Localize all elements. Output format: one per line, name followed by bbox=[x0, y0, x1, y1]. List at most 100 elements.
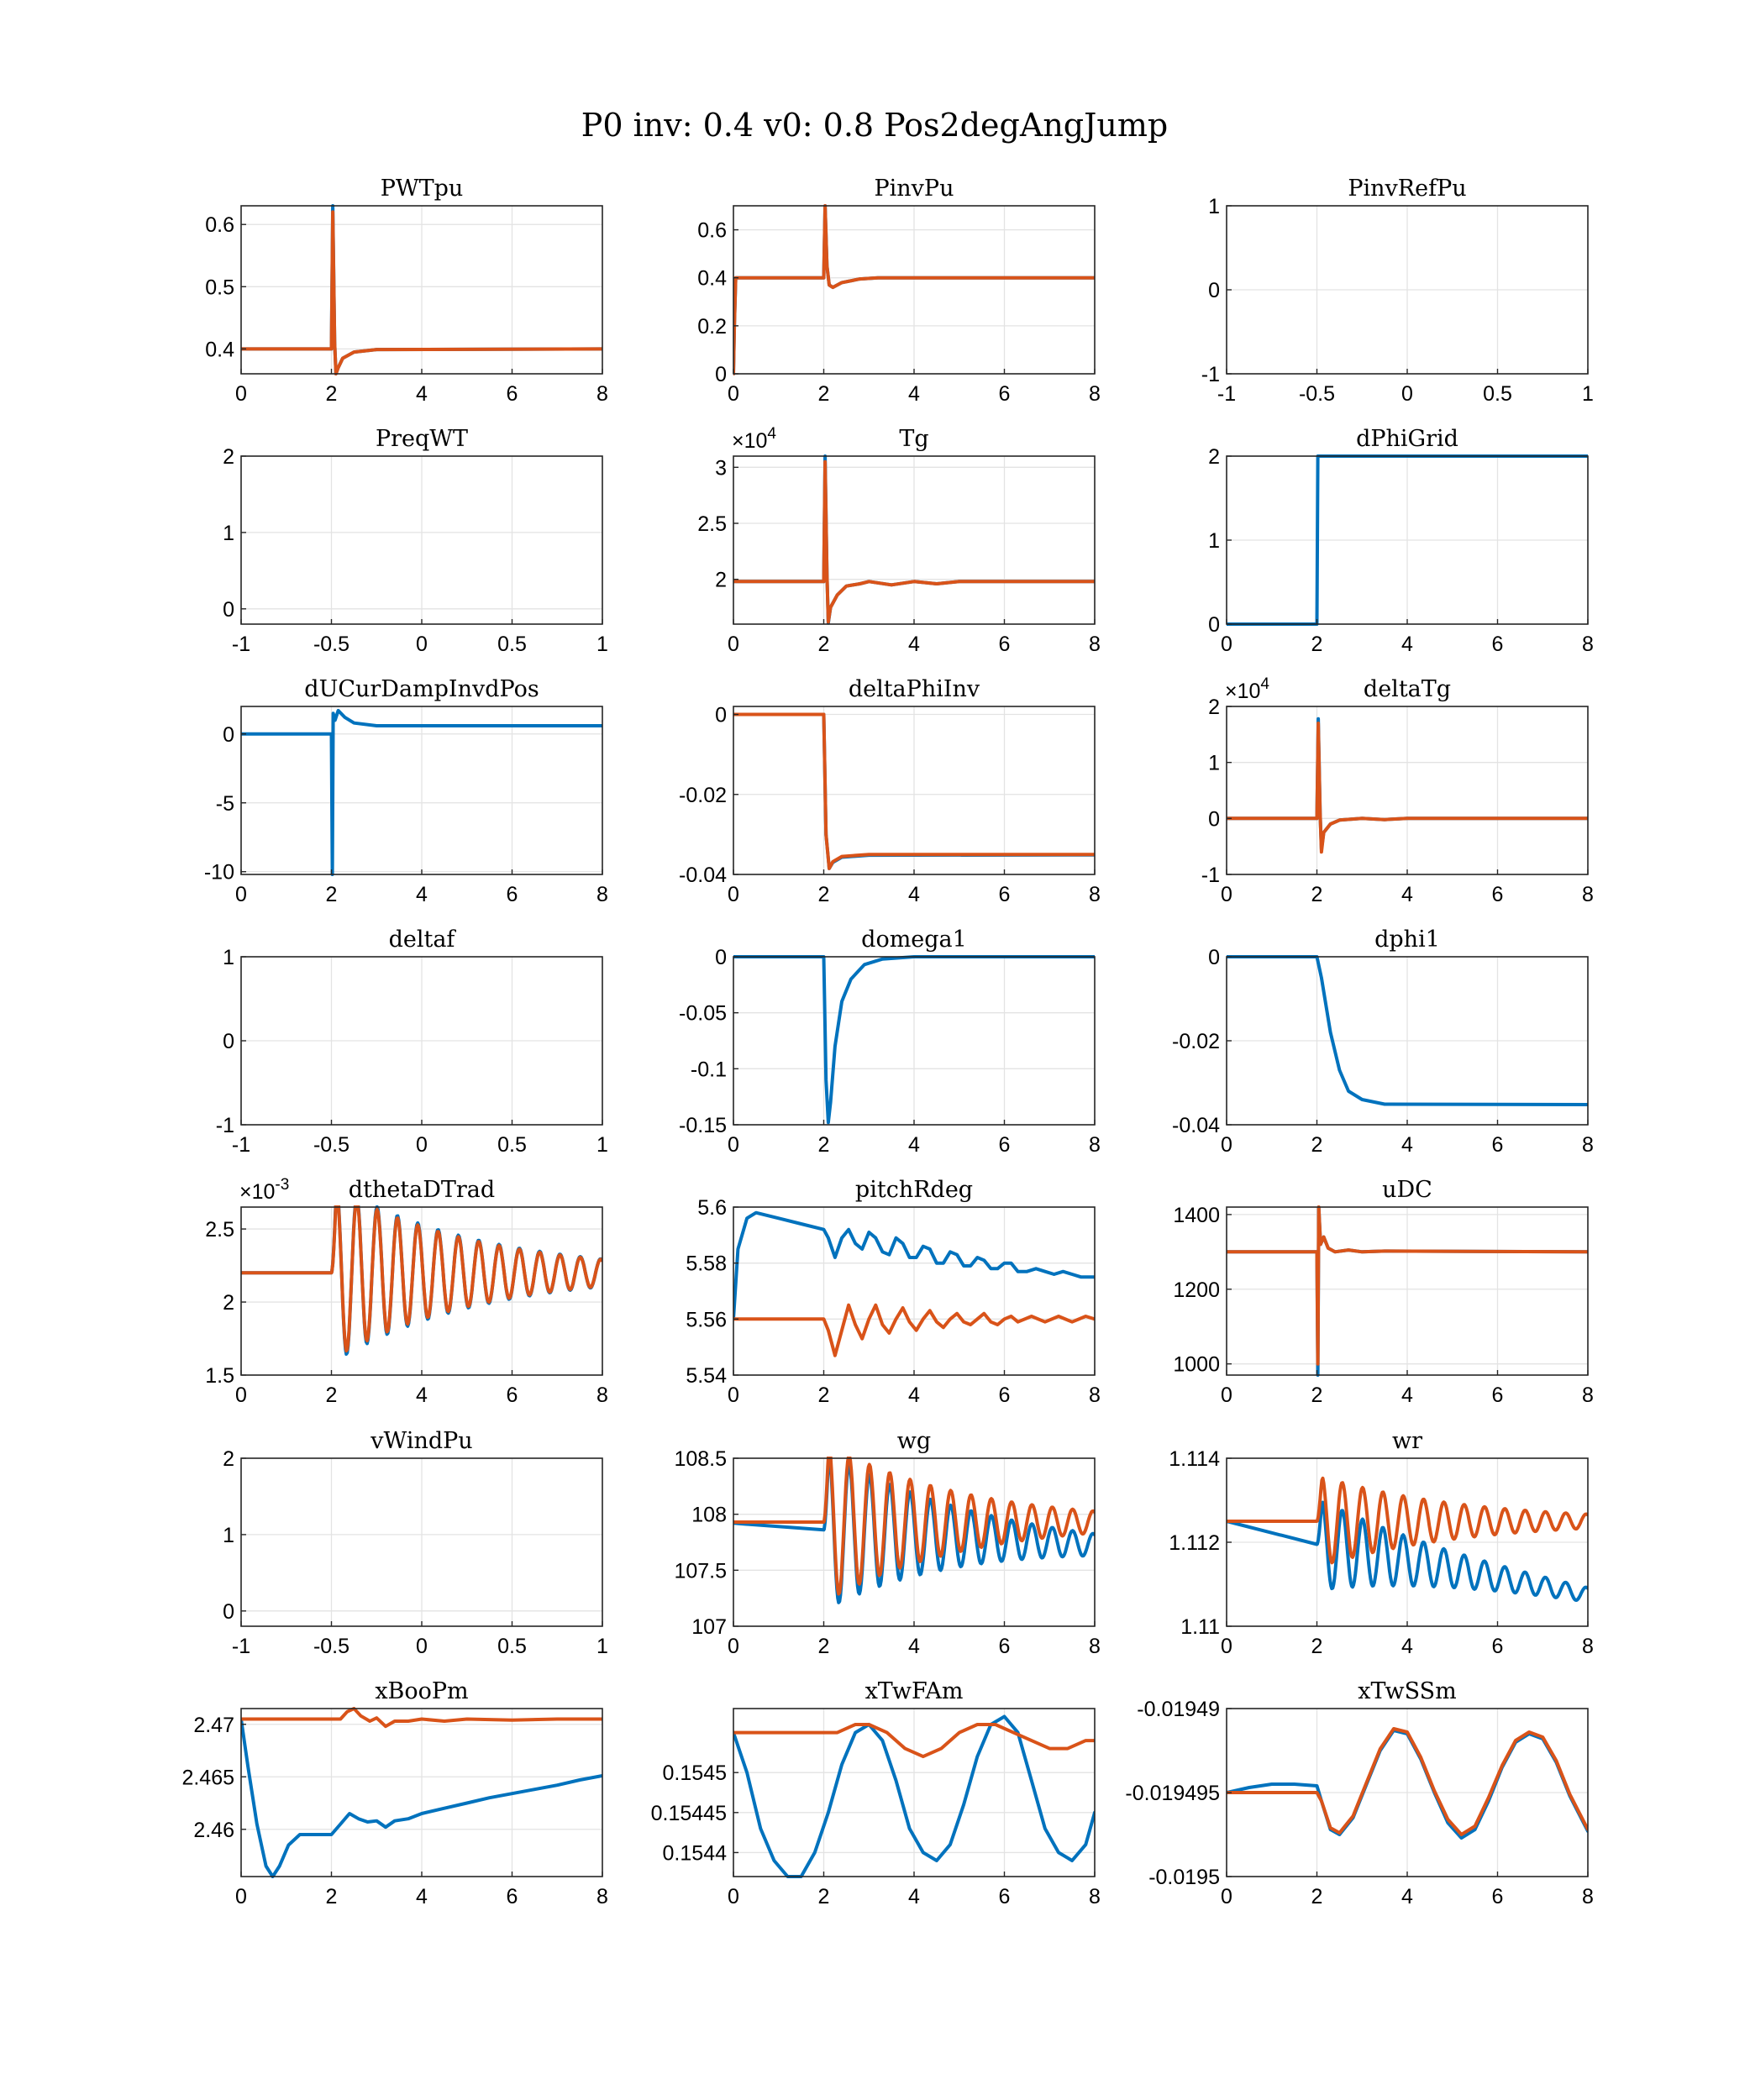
x-tick-label: 4 bbox=[1401, 1383, 1413, 1407]
x-tick-label: 6 bbox=[999, 1885, 1011, 1908]
x-tick-label: 2 bbox=[326, 382, 338, 406]
series-group bbox=[733, 204, 1095, 375]
x-tick-label: 6 bbox=[507, 1885, 518, 1908]
x-tick-label: 8 bbox=[1089, 1383, 1101, 1407]
y-tick-label: 2 bbox=[715, 569, 727, 592]
subplot-title: deltaf bbox=[389, 927, 457, 953]
y-tick-label: 5.6 bbox=[697, 1196, 727, 1220]
y-tick-label: 0 bbox=[223, 598, 234, 622]
x-tick-label: 8 bbox=[1582, 1133, 1594, 1157]
subplot-title: dthetaDTrad bbox=[349, 1177, 495, 1203]
subplot-dUCurDampInvdPos: 0 2 4 6 8 -10 -5 0 dUCurDampInvdPos bbox=[204, 676, 608, 906]
x-tick-label: 0 bbox=[728, 883, 739, 906]
x-tick-label: 4 bbox=[416, 1885, 428, 1908]
y-tick-label: 2.5 bbox=[205, 1218, 234, 1242]
y-tick-label: 1 bbox=[223, 1524, 234, 1547]
series-group bbox=[1227, 1476, 1588, 1602]
subplot-grid: 0 2 4 6 8 0.4 0.5 0.6 PWTpu 0 2 4 6 8 0 0.2 0.4 0.6 PinvPu… bbox=[181, 176, 1594, 1908]
x-tick-label: 4 bbox=[908, 883, 920, 906]
x-tick-label: 8 bbox=[1089, 1635, 1101, 1658]
y-tick-label: 0.5 bbox=[205, 276, 234, 299]
x-tick-label: 4 bbox=[416, 1383, 428, 1407]
x-tick-label: 2 bbox=[1311, 1383, 1323, 1407]
axis-exponent: ×10-3 bbox=[239, 1176, 289, 1204]
y-tick-label: 1400 bbox=[1173, 1204, 1220, 1227]
y-tick-label: 3 bbox=[715, 456, 727, 480]
y-tick-label: 0 bbox=[223, 723, 234, 747]
x-tick-label: 0 bbox=[235, 883, 247, 906]
series-group bbox=[733, 454, 1095, 625]
subplot-xTwSSm: 0 2 4 6 8 -0.0195 -0.019495 -0.01949 xTwSSm bbox=[1125, 1678, 1594, 1908]
series-group bbox=[241, 204, 602, 375]
x-tick-label: 2 bbox=[818, 1635, 830, 1658]
x-tick-label: 8 bbox=[1089, 883, 1101, 906]
y-tick-label: 0.6 bbox=[205, 213, 234, 237]
x-tick-label: 8 bbox=[1582, 883, 1594, 906]
y-tick-label: 2.47 bbox=[193, 1714, 234, 1737]
series-line-2 bbox=[1227, 1727, 1588, 1836]
x-tick-label: 0.5 bbox=[497, 1133, 527, 1157]
y-tick-label: 0 bbox=[715, 704, 727, 727]
x-tick-label: 8 bbox=[596, 382, 608, 406]
series-line-1 bbox=[1227, 1500, 1588, 1602]
y-tick-label: 5.54 bbox=[686, 1364, 727, 1388]
y-tick-label: -0.01949 bbox=[1137, 1698, 1220, 1721]
y-tick-label: 5.58 bbox=[686, 1252, 727, 1276]
x-tick-label: 6 bbox=[507, 1383, 518, 1407]
y-tick-label: -1 bbox=[1201, 864, 1220, 887]
y-tick-label: 107 bbox=[691, 1615, 727, 1639]
x-tick-label: 4 bbox=[908, 633, 920, 656]
x-tick-label: 0 bbox=[728, 1133, 739, 1157]
x-tick-label: 4 bbox=[908, 382, 920, 406]
y-tick-label: 0.1545 bbox=[663, 1761, 727, 1785]
x-tick-label: 0 bbox=[728, 382, 739, 406]
y-tick-label: -10 bbox=[204, 861, 234, 885]
x-tick-label: 0 bbox=[1221, 1133, 1232, 1157]
series-line-2 bbox=[1227, 722, 1588, 854]
subplot-title: vWindPu bbox=[370, 1428, 472, 1454]
x-tick-label: 0 bbox=[416, 1133, 428, 1157]
y-tick-label: -1 bbox=[216, 1114, 234, 1137]
x-tick-label: 0.5 bbox=[1483, 382, 1512, 406]
y-tick-label: -5 bbox=[216, 792, 234, 816]
axis-exponent: ×104 bbox=[1225, 675, 1269, 703]
y-tick-label: 2 bbox=[1208, 696, 1220, 719]
y-tick-label: 0 bbox=[1208, 279, 1220, 302]
series-line-1 bbox=[241, 1717, 602, 1878]
x-tick-label: 2 bbox=[818, 382, 830, 406]
x-tick-label: 2 bbox=[818, 1383, 830, 1407]
x-tick-label: 8 bbox=[596, 883, 608, 906]
series-line-1 bbox=[733, 955, 1095, 1125]
x-tick-label: 8 bbox=[1582, 1885, 1594, 1908]
y-tick-label: 108 bbox=[691, 1504, 727, 1527]
series-line-2 bbox=[733, 1303, 1095, 1357]
series-line-1 bbox=[733, 1210, 1095, 1321]
x-tick-label: 0 bbox=[728, 1885, 739, 1908]
series-group bbox=[733, 1457, 1095, 1604]
x-tick-label: 4 bbox=[416, 382, 428, 406]
x-tick-label: 1 bbox=[596, 1133, 608, 1157]
x-tick-label: -1 bbox=[232, 633, 250, 656]
subplot-title: domega1 bbox=[861, 927, 967, 953]
y-tick-label: 5.56 bbox=[686, 1308, 727, 1331]
series-group bbox=[1227, 955, 1588, 1106]
x-tick-label: 6 bbox=[1492, 633, 1504, 656]
x-tick-label: 6 bbox=[999, 382, 1011, 406]
x-tick-label: 2 bbox=[1311, 633, 1323, 656]
subplot-title: deltaTg bbox=[1364, 676, 1451, 702]
x-tick-label: 4 bbox=[908, 1383, 920, 1407]
y-tick-label: -0.05 bbox=[679, 1002, 727, 1026]
y-tick-label: 0 bbox=[1208, 807, 1220, 831]
x-tick-label: 0 bbox=[1221, 1383, 1232, 1407]
x-tick-label: 0 bbox=[728, 1383, 739, 1407]
x-tick-label: 8 bbox=[1582, 1635, 1594, 1658]
subplot-PWTpu: 0 2 4 6 8 0.4 0.5 0.6 PWTpu bbox=[205, 176, 608, 406]
series-group bbox=[733, 1210, 1095, 1357]
x-tick-label: 8 bbox=[1582, 633, 1594, 656]
x-tick-label: 6 bbox=[1492, 1383, 1504, 1407]
series-line-2 bbox=[241, 1205, 602, 1353]
series-line-2 bbox=[733, 204, 1095, 375]
x-tick-label: -0.5 bbox=[1299, 382, 1335, 406]
y-tick-label: 2 bbox=[223, 445, 234, 469]
